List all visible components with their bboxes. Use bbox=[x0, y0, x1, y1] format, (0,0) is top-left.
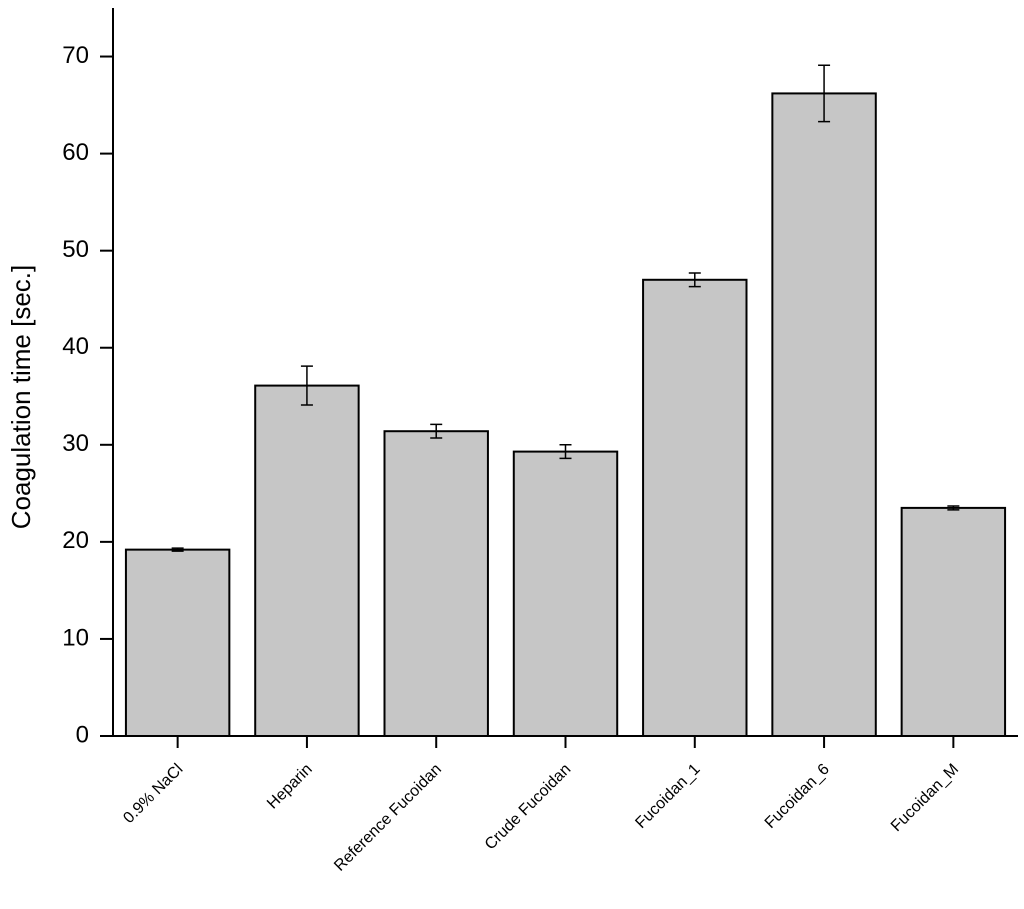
x-tick-label: Fucoidan_1 bbox=[632, 761, 703, 832]
error-bar bbox=[818, 64, 831, 123]
bar bbox=[900, 506, 1007, 738]
y-tick-label: 60 bbox=[62, 139, 89, 166]
y-tick-label: 40 bbox=[62, 333, 89, 360]
x-tick-label: Reference Fucoidan bbox=[331, 761, 445, 875]
bar bbox=[124, 548, 231, 738]
bar bbox=[254, 384, 360, 737]
x-tick-label: 0.9% NaCl bbox=[120, 761, 186, 827]
bar bbox=[642, 278, 748, 737]
y-tick-label: 50 bbox=[62, 236, 89, 263]
bar bbox=[771, 92, 877, 738]
error-bar bbox=[430, 423, 443, 439]
error-bar bbox=[171, 547, 184, 552]
error-bar bbox=[947, 505, 960, 511]
y-tick-label: 0 bbox=[76, 721, 89, 748]
error-bar bbox=[559, 444, 572, 460]
error-bar bbox=[688, 272, 701, 288]
x-tick-label: Fucoidan_M bbox=[888, 761, 962, 835]
bar bbox=[383, 430, 489, 737]
y-tick-label: 20 bbox=[62, 527, 89, 554]
y-axis-label: Coagulation time [sec.] bbox=[6, 265, 36, 529]
x-tick-label: Heparin bbox=[264, 761, 316, 813]
error-bar bbox=[300, 365, 313, 406]
x-tick-label: Crude Fucoidan bbox=[482, 761, 575, 854]
x-tick-label: Fucoidan_6 bbox=[762, 761, 833, 832]
bar bbox=[512, 450, 619, 737]
y-tick-label: 10 bbox=[62, 624, 89, 651]
y-tick-label: 70 bbox=[62, 42, 89, 69]
y-tick-label: 30 bbox=[62, 430, 89, 457]
